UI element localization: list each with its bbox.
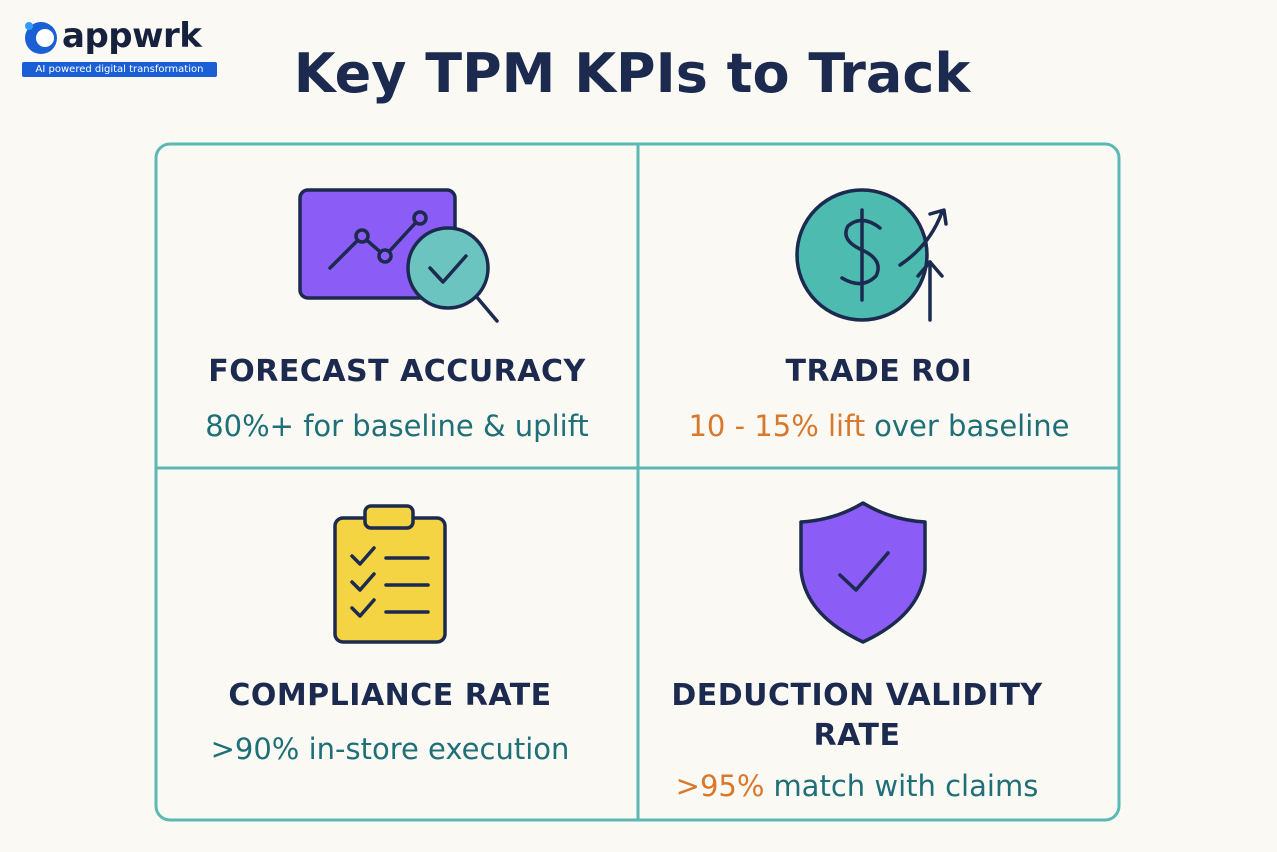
description-part: 10 - 15% lift [688, 409, 866, 443]
card-description: 10 - 15% lift over baseline [649, 408, 1109, 444]
card-label: COMPLIANCE RATE [228, 678, 552, 713]
description-part: over baseline [874, 409, 1070, 443]
forecast-icon [298, 188, 499, 323]
card-description: 80%+ for baseline & uplift [167, 408, 627, 444]
description-part: >95% [675, 769, 765, 803]
shield-icon [799, 501, 927, 644]
card-label: FORECAST ACCURACY [208, 354, 586, 389]
logo-tagline: AI powered digital transformation [22, 62, 217, 77]
description-part: match with claims [773, 769, 1039, 803]
page-title: Key TPM KPIs to Track [293, 42, 971, 105]
card-description: >90% in-store execution [160, 731, 620, 767]
logo-name: appwrk [62, 16, 202, 56]
card-label: DEDUCTION VALIDITY RATE [671, 678, 1043, 753]
logo-icon [25, 22, 57, 54]
description-part: >90% in-store execution [210, 732, 570, 766]
compliance-icon [333, 504, 447, 644]
description-part: 80%+ for baseline & uplift [205, 409, 589, 443]
roi-icon [795, 188, 948, 322]
card-label: TRADE ROI [785, 354, 973, 389]
card-description: >95% match with claims [627, 768, 1087, 804]
